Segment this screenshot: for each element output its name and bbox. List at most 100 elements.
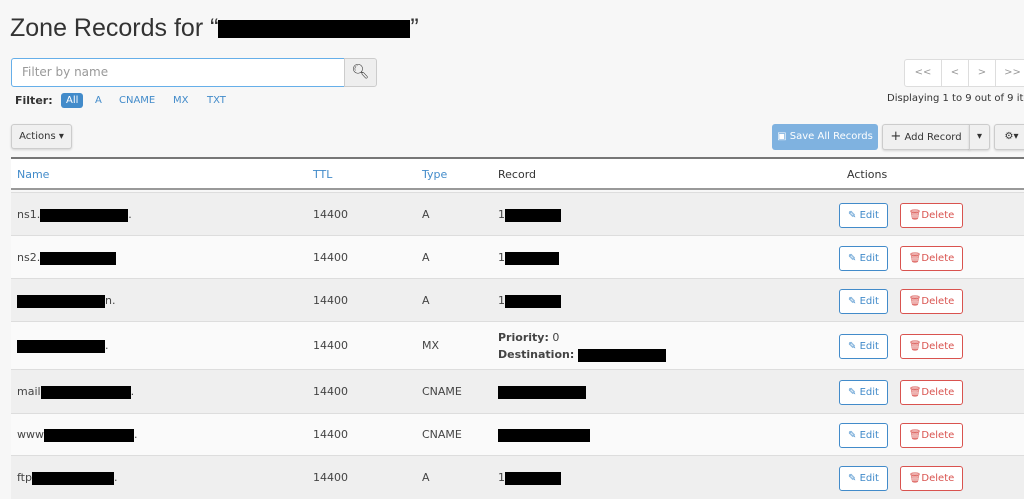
redacted-value xyxy=(505,471,561,485)
record-type: A xyxy=(422,294,430,307)
delete-button[interactable]: 🗑︎Delete xyxy=(900,380,963,405)
settings-button[interactable]: ⚙▾ xyxy=(994,124,1024,150)
pencil-icon: ✎ xyxy=(848,210,857,221)
plus-icon: + xyxy=(890,129,902,144)
redacted-value xyxy=(505,294,561,308)
add-record-button[interactable]: + Add Record xyxy=(882,124,970,150)
trash-icon: 🗑︎ xyxy=(908,430,922,441)
record-name: mail. xyxy=(17,385,135,399)
delete-button[interactable]: 🗑︎Delete xyxy=(900,203,963,228)
table-header: Name TTL Type Record Actions xyxy=(11,159,1024,190)
record-priority: Priority: 0 xyxy=(498,331,560,344)
delete-button[interactable]: 🗑︎Delete xyxy=(900,423,963,448)
edit-button[interactable]: ✎ Edit xyxy=(839,203,888,228)
record-value xyxy=(498,385,586,399)
column-ttl[interactable]: TTL xyxy=(313,168,333,181)
delete-button[interactable]: 🗑︎Delete xyxy=(900,289,963,314)
add-record-dropdown[interactable]: ▾ xyxy=(969,124,990,150)
redacted-value xyxy=(498,385,586,399)
edit-button[interactable]: ✎ Edit xyxy=(839,380,888,405)
table-row: . 14400 MX Priority: 0 Destination: ✎ Ed… xyxy=(11,321,1024,369)
record-type: MX xyxy=(422,339,440,352)
table-row: www. 14400 CNAME ✎ Edit 🗑︎Delete xyxy=(11,413,1024,455)
column-actions: Actions xyxy=(847,168,888,181)
search-button[interactable]: 🔍︎ xyxy=(344,58,377,87)
record-value xyxy=(498,428,590,442)
redacted-name xyxy=(17,294,105,308)
redacted-value xyxy=(505,251,559,265)
table-row: ns2. 14400 A 1 ✎ Edit 🗑︎Delete xyxy=(11,235,1024,278)
record-value: 1 xyxy=(498,294,561,308)
record-value: 1 xyxy=(498,208,561,222)
record-type: A xyxy=(422,251,430,264)
record-type: A xyxy=(422,208,430,221)
filter-mx[interactable]: MX xyxy=(173,95,189,106)
next-page-button[interactable]: > xyxy=(968,59,996,87)
delete-button[interactable]: 🗑︎Delete xyxy=(900,334,963,359)
pencil-icon: ✎ xyxy=(848,296,857,307)
gear-icon: ⚙▾ xyxy=(1004,131,1019,142)
record-ttl: 14400 xyxy=(313,385,348,398)
search-input[interactable]: Filter by name xyxy=(11,58,345,87)
record-value: 1 xyxy=(498,471,561,485)
redacted-value xyxy=(505,208,561,222)
edit-button[interactable]: ✎ Edit xyxy=(839,466,888,491)
redacted-name xyxy=(17,339,105,353)
page-title: Zone Records for “” xyxy=(10,14,419,42)
record-ttl: 14400 xyxy=(313,294,348,307)
trash-icon: 🗑︎ xyxy=(908,387,922,398)
trash-icon: 🗑︎ xyxy=(908,210,922,221)
edit-button[interactable]: ✎ Edit xyxy=(839,289,888,314)
pencil-icon: ✎ xyxy=(848,253,857,264)
redacted-name xyxy=(40,208,129,222)
delete-button[interactable]: 🗑︎Delete xyxy=(900,466,963,491)
filter-cname[interactable]: CNAME xyxy=(119,95,156,106)
redacted-name xyxy=(31,471,114,485)
record-value: 1 xyxy=(498,251,559,265)
record-type: CNAME xyxy=(422,385,462,398)
record-ttl: 14400 xyxy=(313,428,348,441)
trash-icon: 🗑︎ xyxy=(908,296,922,307)
record-ttl: 14400 xyxy=(313,339,348,352)
column-name[interactable]: Name xyxy=(17,168,50,181)
filter-txt[interactable]: TXT xyxy=(207,95,226,106)
filter-a[interactable]: A xyxy=(95,95,102,106)
search-icon: 🔍︎ xyxy=(351,64,370,80)
trash-icon: 🗑︎ xyxy=(908,341,922,352)
pencil-icon: ✎ xyxy=(848,473,857,484)
save-icon: ▣ xyxy=(777,131,787,142)
column-record: Record xyxy=(498,168,537,181)
pencil-icon: ✎ xyxy=(848,430,857,441)
record-ttl: 14400 xyxy=(313,471,348,484)
edit-button[interactable]: ✎ Edit xyxy=(839,423,888,448)
record-name: n. xyxy=(17,294,115,308)
record-name: . xyxy=(17,339,109,353)
table-row: ns1.. 14400 A 1 ✎ Edit 🗑︎Delete xyxy=(11,192,1024,235)
redacted-value xyxy=(577,348,666,362)
redacted-name xyxy=(40,251,117,265)
record-ttl: 14400 xyxy=(313,251,348,264)
last-page-button[interactable]: >> xyxy=(995,59,1024,87)
pencil-icon: ✎ xyxy=(848,341,857,352)
record-ttl: 14400 xyxy=(313,208,348,221)
pagination-status: Displaying 1 to 9 out of 9 items xyxy=(887,93,1024,104)
filter-all[interactable]: All xyxy=(61,93,84,108)
record-name: ns2. xyxy=(17,251,117,265)
edit-button[interactable]: ✎ Edit xyxy=(839,334,888,359)
save-all-records-button[interactable]: ▣ Save All Records xyxy=(772,124,878,150)
actions-dropdown[interactable]: Actions ▾ xyxy=(11,124,72,149)
table-row: mail. 14400 CNAME ✎ Edit 🗑︎Delete xyxy=(11,369,1024,413)
record-type: CNAME xyxy=(422,428,462,441)
redacted-domain xyxy=(218,20,411,39)
pencil-icon: ✎ xyxy=(848,387,857,398)
record-type: A xyxy=(422,471,430,484)
record-name: ftp. xyxy=(17,471,118,485)
redacted-name xyxy=(40,385,131,399)
first-page-button[interactable]: << xyxy=(904,59,942,87)
record-destination: Destination: xyxy=(498,348,666,362)
edit-button[interactable]: ✎ Edit xyxy=(839,246,888,271)
column-type[interactable]: Type xyxy=(422,168,448,181)
table-row: n. 14400 A 1 ✎ Edit 🗑︎Delete xyxy=(11,278,1024,321)
prev-page-button[interactable]: < xyxy=(941,59,969,87)
delete-button[interactable]: 🗑︎Delete xyxy=(900,246,963,271)
